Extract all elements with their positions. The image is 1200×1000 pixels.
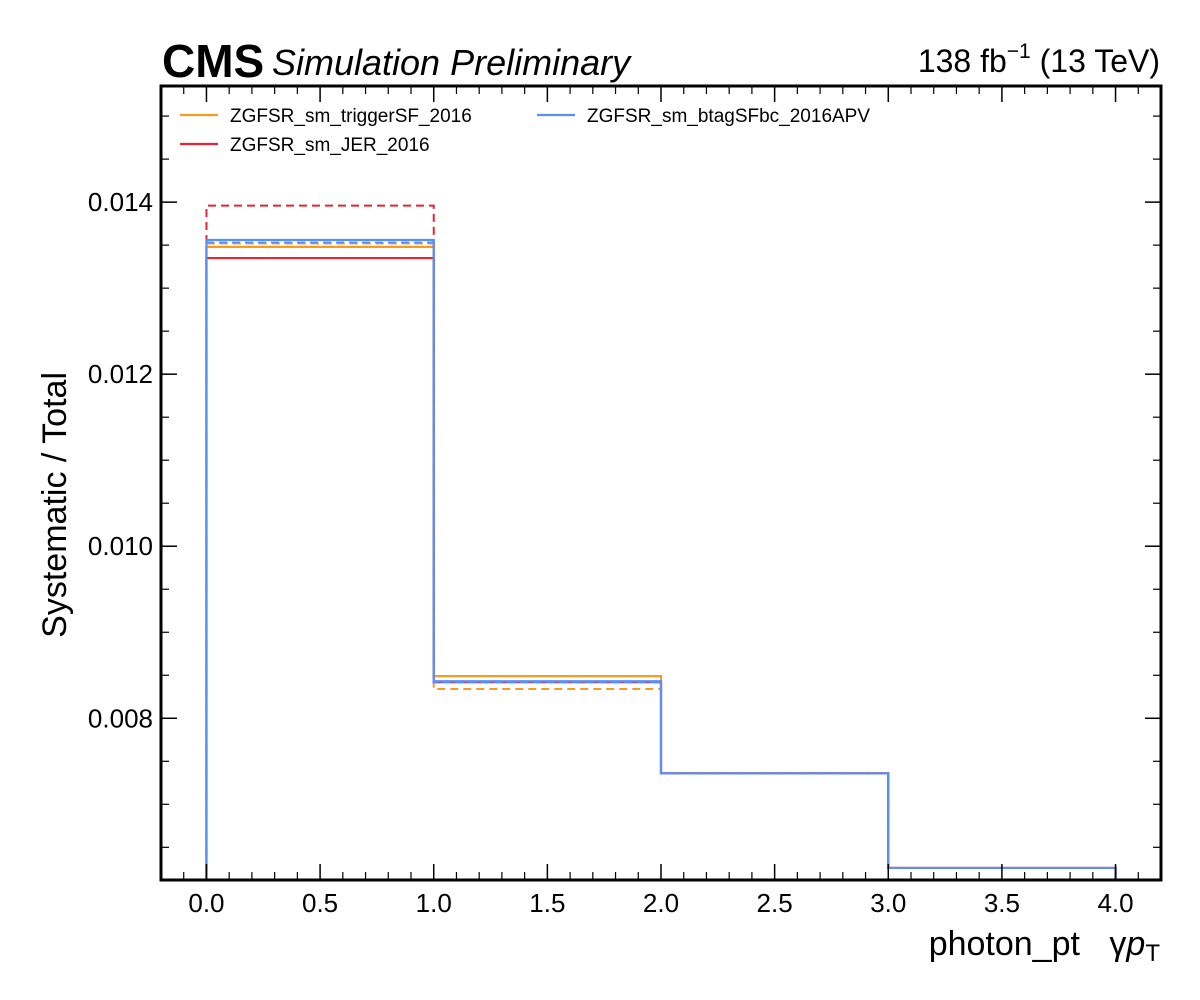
series-1-up-line bbox=[205, 256, 1117, 880]
y-tick-label: 0.008 bbox=[88, 703, 153, 733]
legend-label: ZGFSR_sm_JER_2016 bbox=[230, 135, 430, 156]
x-axis-label: photon_pt γpT bbox=[929, 925, 1161, 967]
lumi-exponent: −1 bbox=[1007, 40, 1031, 63]
legend-label: ZGFSR_sm_btagSFbc_2016APV bbox=[587, 106, 870, 127]
x-tick-label: 2.0 bbox=[643, 888, 679, 918]
series-2-up-line bbox=[205, 238, 1117, 880]
lumi-label: 138 fb−1 (13 TeV) bbox=[918, 40, 1160, 79]
legend-label: ZGFSR_sm_triggerSF_2016 bbox=[230, 106, 472, 127]
cms-label: CMS bbox=[162, 35, 264, 87]
x-tick-label: 4.0 bbox=[1097, 888, 1133, 918]
y-tick-label: 0.010 bbox=[88, 531, 153, 561]
series-0-down-line bbox=[205, 242, 1117, 880]
y-axis-label: Systematic / Total bbox=[36, 372, 74, 638]
legend: ZGFSR_sm_triggerSF_2016 ZGFSR_sm_JER_2016… bbox=[180, 106, 870, 156]
plot-layer bbox=[205, 204, 1117, 880]
x-tick-label: 1.5 bbox=[529, 888, 565, 918]
series-2-down-line bbox=[205, 241, 1117, 880]
x-tick-label: 3.0 bbox=[870, 888, 906, 918]
x-axis-label-p: p bbox=[1125, 925, 1145, 963]
x-axis-label-main: photon_pt bbox=[929, 925, 1081, 963]
y-tick-label: 0.012 bbox=[88, 359, 153, 389]
y-tick-label: 0.014 bbox=[88, 187, 153, 217]
ticks-layer: 0.0 0.5 1.0 1.5 2.0 2.5 3.0 3.5 4.0 0.008 0.010 0.0… bbox=[88, 86, 1162, 918]
x-tick-label: 3.5 bbox=[984, 888, 1020, 918]
x-axis-label-symbol: γ bbox=[1109, 925, 1126, 963]
x-tick-label: 0.0 bbox=[188, 888, 224, 918]
series-0-up-line bbox=[205, 245, 1117, 880]
x-tick-label: 1.0 bbox=[416, 888, 452, 918]
lumi-value: 138 fb bbox=[918, 43, 1007, 79]
series-1-down-line bbox=[205, 204, 1117, 880]
lumi-energy: (13 TeV) bbox=[1031, 43, 1160, 79]
x-tick-label: 2.5 bbox=[757, 888, 793, 918]
simulation-tag: Simulation Preliminary bbox=[272, 42, 632, 83]
x-axis-label-gap bbox=[1088, 925, 1097, 963]
plot-frame bbox=[159, 84, 1163, 882]
x-tick-label: 0.5 bbox=[302, 888, 338, 918]
x-axis-label-sub: T bbox=[1145, 940, 1160, 967]
